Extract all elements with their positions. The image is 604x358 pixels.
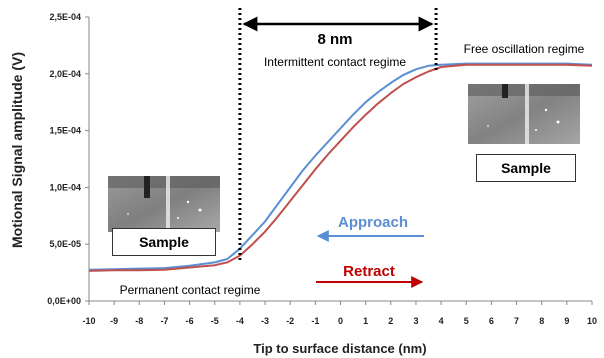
left-sample-inset: Sample [108,176,220,256]
series-line-retract [88,63,593,272]
y-tick-label: 1,0E-04 [49,182,81,192]
x-tick-label: 1 [363,316,368,326]
x-tick-label: -4 [236,316,244,326]
y-tick-label: 2,0E-04 [49,69,81,79]
regime-permanent: Permanent contact regime [120,283,261,297]
x-tick-label: -2 [286,316,294,326]
x-tick-label: -5 [211,316,219,326]
x-tick-label: 2 [388,316,393,326]
right-sample-label: Sample [476,154,576,182]
left-sample-label: Sample [112,228,216,256]
axes: 0,0E+00 5,0E-05 1,0E-04 1,5E-04 2,0E-04 2,5E-… [47,12,597,326]
x-tick-label: 9 [564,316,569,326]
approach-label: Approach [338,214,408,231]
x-tick-label: 3 [413,316,418,326]
left-sample-image [108,176,220,232]
right-sample-inset: Sample [468,84,580,184]
x-tick-label: 0 [338,316,343,326]
span-label: 8 nm [317,31,352,48]
retract-label: Retract [343,263,395,280]
right-sample-picture [468,84,580,144]
x-tick-label: 5 [464,316,469,326]
y-tick-label: 0,0E+00 [47,296,81,306]
y-tick-label: 5,0E-05 [49,239,81,249]
x-tick-label: 8 [539,316,544,326]
x-tick-label: 10 [587,316,597,326]
y-tick-label: 1,5E-04 [49,126,81,136]
left-sample-picture [108,176,220,232]
x-tick-label: -9 [110,316,118,326]
regime-free: Free oscillation regime [464,42,585,56]
x-tick-label: 7 [514,316,519,326]
x-tick-label: -6 [186,316,194,326]
x-tick-label: 4 [439,316,444,326]
y-tick-label: 2,5E-04 [49,12,81,22]
series-line-approach [88,62,593,271]
x-tick-label: -7 [160,316,168,326]
x-tick-label: -3 [261,316,269,326]
regime-intermittent: Intermittent contact regime [264,55,406,69]
series-layer [88,62,593,272]
right-sample-image [468,84,580,144]
x-tick-label: 6 [489,316,494,326]
y-axis-title: Motional Signal amplitude (V) [9,52,25,248]
annotation-layer: 8 nm Intermittent contact regime Free os… [9,8,585,356]
x-tick-label: -1 [311,316,319,326]
x-axis-title: Tip to surface distance (nm) [253,341,426,356]
x-tick-label: -10 [82,316,95,326]
x-tick-label: -8 [135,316,143,326]
